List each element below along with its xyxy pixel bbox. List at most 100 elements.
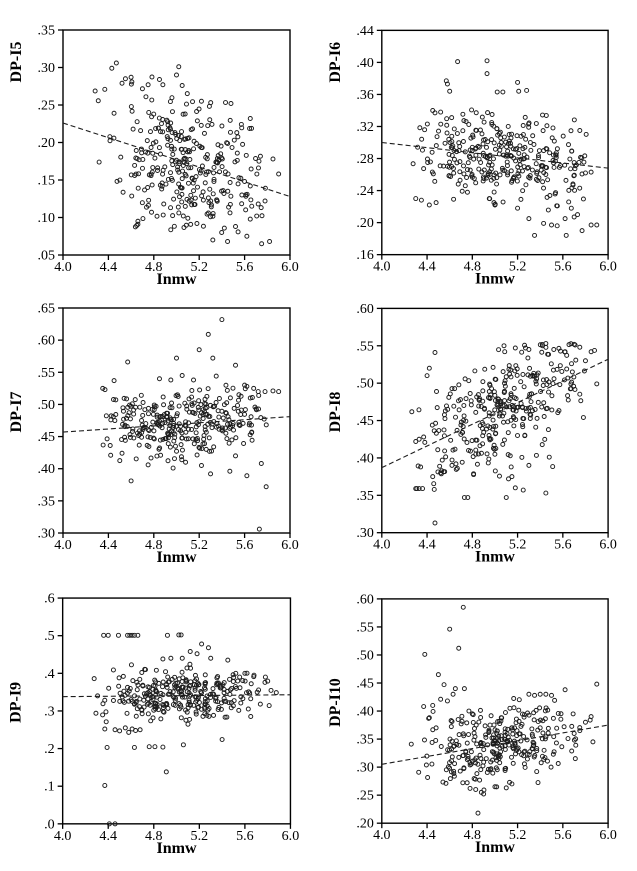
- data-point: [208, 204, 214, 210]
- data-point: [210, 686, 216, 692]
- data-point: [115, 632, 121, 638]
- x-tick-label: 5.6: [554, 828, 571, 843]
- data-point: [470, 454, 476, 460]
- data-point: [533, 424, 539, 430]
- data-point: [468, 749, 474, 755]
- data-point: [482, 723, 488, 729]
- data-point: [502, 767, 508, 773]
- data-point: [449, 139, 455, 145]
- data-point: [590, 739, 596, 745]
- data-point: [130, 426, 136, 432]
- data-point: [484, 71, 490, 77]
- data-point: [532, 373, 538, 379]
- data-point: [176, 210, 182, 216]
- data-point: [91, 676, 97, 682]
- data-point: [474, 771, 480, 777]
- panel-dp-i6: 4.0 4.4 4.8 5.2 5.6 6.0.16.20.24.28.32.36.40.…: [320, 0, 637, 290]
- data-point: [179, 669, 185, 675]
- data-point: [565, 397, 571, 403]
- data-point: [538, 760, 544, 766]
- data-point: [186, 685, 192, 691]
- data-point: [245, 706, 251, 712]
- data-point: [451, 196, 457, 202]
- data-point: [464, 440, 470, 445]
- data-point: [487, 382, 493, 388]
- data-point: [476, 403, 482, 409]
- data-point: [472, 368, 478, 374]
- data-point: [541, 414, 547, 419]
- data-point: [124, 423, 130, 429]
- data-point: [562, 377, 567, 383]
- data-point: [471, 737, 477, 743]
- data-point: [454, 160, 460, 166]
- data-point: [213, 373, 219, 379]
- data-point: [235, 678, 241, 684]
- data-point: [113, 397, 119, 403]
- data-point: [213, 695, 219, 701]
- x-tick-label: 4.4: [418, 828, 435, 843]
- data-point: [170, 694, 176, 700]
- scatter-plot-dp-i7: 4.0 4.4 4.8 5.2 5.6 6.0.30.35.40.45.50.55.60.…: [8, 302, 299, 567]
- data-point: [569, 361, 574, 367]
- data-point: [551, 152, 556, 158]
- data-point: [235, 134, 241, 140]
- data-point: [224, 436, 230, 442]
- data-point: [502, 710, 508, 716]
- data-point: [207, 186, 213, 192]
- data-point: [225, 657, 231, 663]
- data-point: [164, 684, 170, 690]
- data-point: [159, 121, 164, 127]
- data-point: [492, 376, 498, 382]
- data-point: [502, 726, 508, 732]
- data-point: [484, 144, 489, 150]
- data-point: [563, 177, 569, 183]
- data-point: [133, 148, 139, 154]
- data-point: [508, 153, 514, 159]
- data-point: [511, 407, 516, 413]
- data-point: [494, 126, 500, 132]
- data-point: [200, 441, 206, 447]
- data-point: [566, 199, 572, 205]
- data-point: [526, 121, 532, 127]
- data-point: [167, 444, 173, 450]
- data-point: [233, 685, 239, 691]
- data-point: [509, 754, 514, 760]
- data-point: [512, 725, 518, 731]
- data-point: [489, 120, 495, 126]
- data-point: [198, 98, 204, 104]
- data-point: [199, 193, 205, 199]
- data-point: [460, 780, 466, 786]
- data-point: [494, 784, 500, 790]
- data-point: [451, 403, 457, 409]
- data-point: [551, 749, 557, 755]
- data-point: [483, 734, 489, 740]
- data-point: [127, 632, 133, 638]
- data-point: [206, 200, 212, 206]
- data-point: [483, 756, 489, 762]
- data-points: [91, 632, 279, 827]
- trend-line: [381, 141, 609, 169]
- y-tick-label: .10: [38, 211, 56, 226]
- data-point: [520, 487, 526, 493]
- data-point: [227, 676, 233, 682]
- data-point: [497, 760, 503, 766]
- data-point: [227, 421, 233, 427]
- data-point: [449, 133, 455, 139]
- data-point: [500, 369, 506, 375]
- x-tick-label: 4.8: [464, 538, 481, 553]
- data-point: [270, 388, 276, 394]
- data-point: [524, 87, 530, 93]
- data-point: [533, 452, 539, 458]
- data-point: [469, 758, 475, 764]
- data-point: [194, 108, 200, 114]
- data-point: [502, 383, 508, 389]
- data-point: [203, 169, 209, 175]
- data-point: [551, 164, 557, 170]
- data-point: [223, 430, 229, 436]
- data-point: [235, 229, 241, 235]
- data-point: [124, 690, 130, 696]
- data-point: [510, 731, 516, 737]
- data-point: [568, 128, 574, 134]
- data-point: [150, 411, 156, 417]
- data-point: [132, 693, 138, 699]
